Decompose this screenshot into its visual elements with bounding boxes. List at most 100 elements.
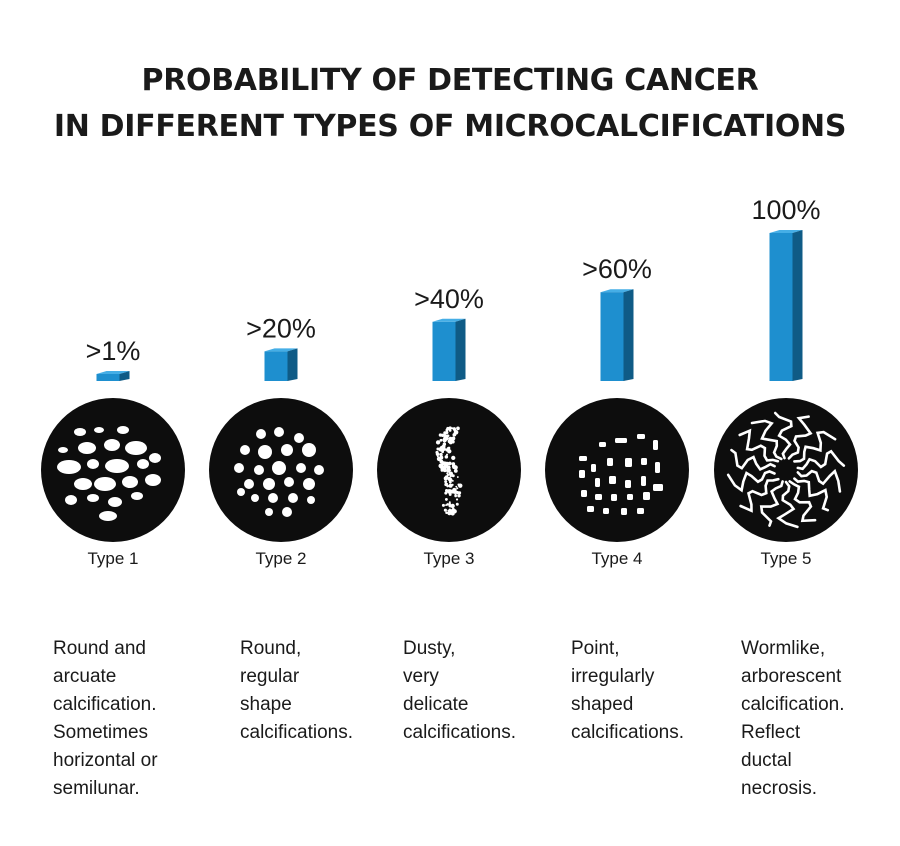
calcification-dot: [145, 474, 161, 486]
bar-front-face: [264, 351, 288, 381]
calcification-dot: [117, 426, 129, 434]
calcification-dust: [443, 461, 448, 466]
description-line: calcifications.: [240, 722, 353, 743]
description-type-5: Wormlike, arborescent calcification. Reflec…: [741, 635, 845, 803]
calcification-dot: [234, 463, 244, 473]
calcification-dust: [445, 448, 449, 452]
bar-side-face: [792, 230, 803, 381]
calcification-dust: [447, 476, 452, 481]
calcification-point: [621, 508, 627, 515]
calcification-dot: [254, 465, 264, 475]
calcification-dust: [456, 487, 459, 490]
description-line: shaped: [571, 694, 634, 715]
bar-type-5: [769, 230, 803, 381]
calcification-dust: [445, 482, 449, 486]
calcification-dot: [244, 479, 254, 489]
calcification-dust: [454, 493, 457, 497]
bar-top-face: [769, 230, 803, 233]
description-line: delicate: [403, 694, 469, 715]
calcification-dust: [448, 512, 451, 515]
calcification-dust: [455, 498, 459, 501]
calcification-dust: [439, 455, 444, 460]
calcification-dot: [294, 433, 304, 443]
bar-top-face: [600, 289, 634, 293]
calcification-dust: [438, 447, 444, 452]
calcification-dust: [439, 452, 443, 457]
calcification-dust: [444, 491, 448, 495]
calcification-dust: [450, 503, 455, 509]
calcification-dot: [274, 427, 284, 437]
calcification-point: [587, 506, 594, 512]
calcification-dot: [65, 495, 77, 505]
calcification-dust: [446, 472, 449, 475]
calcification-dot: [78, 442, 96, 454]
calcification-dust: [453, 468, 458, 473]
calcification-dust: [446, 453, 449, 456]
calcification-dot: [94, 427, 104, 433]
calcification-dust: [448, 440, 453, 445]
calcification-dust: [456, 476, 459, 478]
calcification-worm: [738, 428, 780, 463]
calcification-dust: [444, 475, 449, 479]
calcification-point: [581, 490, 587, 497]
description-line: calcification.: [741, 694, 845, 715]
value-label-type-3: >40%: [414, 284, 484, 314]
calcification-point: [653, 440, 658, 450]
calcification-circle-type-3: [377, 398, 521, 542]
bar-top-face: [96, 371, 130, 374]
bar-front-face: [96, 374, 120, 381]
calcification-point: [591, 464, 596, 472]
calcification-dust: [452, 427, 457, 431]
calcification-dust: [451, 490, 455, 494]
calcification-dust: [455, 502, 459, 506]
calcification-dot: [57, 460, 81, 474]
calcification-dust: [446, 485, 449, 488]
calcification-dust: [448, 426, 452, 430]
calcification-dust: [451, 455, 456, 460]
calcification-point: [643, 492, 650, 500]
calcification-point: [653, 484, 663, 491]
calcification-point: [579, 470, 585, 478]
calcification-point: [641, 458, 647, 465]
description-line: calcification.: [53, 694, 157, 715]
calcification-point: [637, 508, 644, 514]
calcification-dust: [444, 480, 448, 484]
bar-front-face: [769, 233, 793, 381]
description-line: Round and: [53, 638, 146, 659]
calcification-dot: [87, 494, 99, 502]
calcification-dust: [457, 491, 462, 495]
calcification-point: [641, 476, 646, 486]
description-line: Round,: [240, 638, 302, 659]
description-type-3: Dusty, very delicate calcifications.: [403, 635, 516, 747]
calcification-circle-type-5: [714, 398, 858, 542]
calcification-dot: [74, 428, 86, 436]
calcification-dust: [448, 436, 453, 442]
calcification-point: [611, 494, 617, 501]
calcification-worm: [793, 477, 830, 512]
value-label-type-2: >20%: [246, 313, 316, 343]
calcification-dust: [457, 493, 461, 498]
type-label-2: Type 2: [255, 549, 307, 568]
description-line: arborescent: [741, 666, 842, 687]
calcification-dust: [452, 466, 456, 469]
calcification-dust: [446, 465, 451, 470]
calcification-point: [625, 480, 631, 488]
calcification-dust: [446, 469, 451, 473]
description-line: regular: [240, 666, 300, 687]
description-line: Wormlike,: [741, 638, 826, 659]
calcification-dot: [265, 508, 273, 516]
calcification-dust: [442, 465, 447, 471]
description-type-2: Round, regular shape calcifications.: [240, 635, 353, 747]
calcification-dot: [58, 447, 68, 453]
title-line-1: PROBABILITY OF DETECTING CANCER: [141, 63, 759, 98]
calcification-dot: [251, 494, 259, 502]
calcification-dot: [104, 439, 120, 451]
calcification-dot: [302, 443, 316, 457]
calcification-dot: [87, 459, 99, 469]
calcification-dust: [448, 480, 452, 484]
calcification-dust: [448, 429, 452, 432]
description-type-1: Round and arcuate calcification. Sometimes h…: [53, 635, 158, 803]
calcification-dot: [149, 453, 161, 463]
calcification-dust: [448, 483, 453, 488]
calcification-dot: [314, 465, 324, 475]
